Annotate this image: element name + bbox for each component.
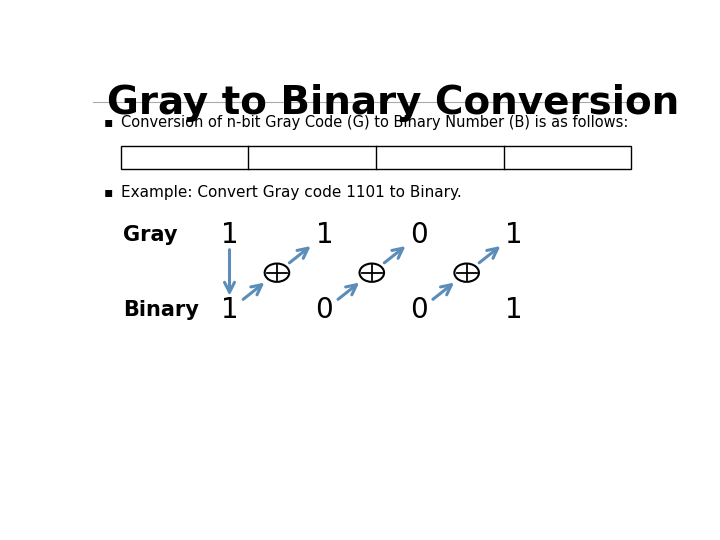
- Text: 1: 1: [221, 221, 238, 249]
- Bar: [121, 146, 631, 168]
- Text: 0: 0: [410, 221, 428, 249]
- Text: Gray to Binary Conversion: Gray to Binary Conversion: [107, 84, 679, 122]
- Text: Darshan Institute of Engineering & Technology: Darshan Institute of Engineering & Techn…: [431, 515, 706, 528]
- Text: 1: 1: [505, 296, 523, 324]
- Text: Binary: Binary: [124, 300, 199, 320]
- Text: 1: 1: [221, 296, 238, 324]
- Text: 83: 83: [353, 515, 367, 528]
- Circle shape: [359, 264, 384, 282]
- Text: Conversion of n-bit Gray Code (G) to Binary Number (B) is as follows:: Conversion of n-bit Gray Code (G) to Bin…: [121, 114, 628, 130]
- Text: Example: Convert Gray code 1101 to Binary.: Example: Convert Gray code 1101 to Binar…: [121, 185, 462, 200]
- Circle shape: [265, 264, 289, 282]
- Text: 0: 0: [410, 296, 428, 324]
- Text: Gray: Gray: [124, 225, 178, 245]
- Text: 1: 1: [315, 221, 333, 249]
- Text: ▪: ▪: [104, 114, 113, 129]
- Text: 0: 0: [315, 296, 333, 324]
- Text: 1: 1: [505, 221, 523, 249]
- Circle shape: [454, 264, 479, 282]
- Text: ▪: ▪: [104, 185, 113, 199]
- Text: Unit – 1: Binary Systems & Logic Circuits: Unit – 1: Binary Systems & Logic Circuit…: [14, 515, 255, 528]
